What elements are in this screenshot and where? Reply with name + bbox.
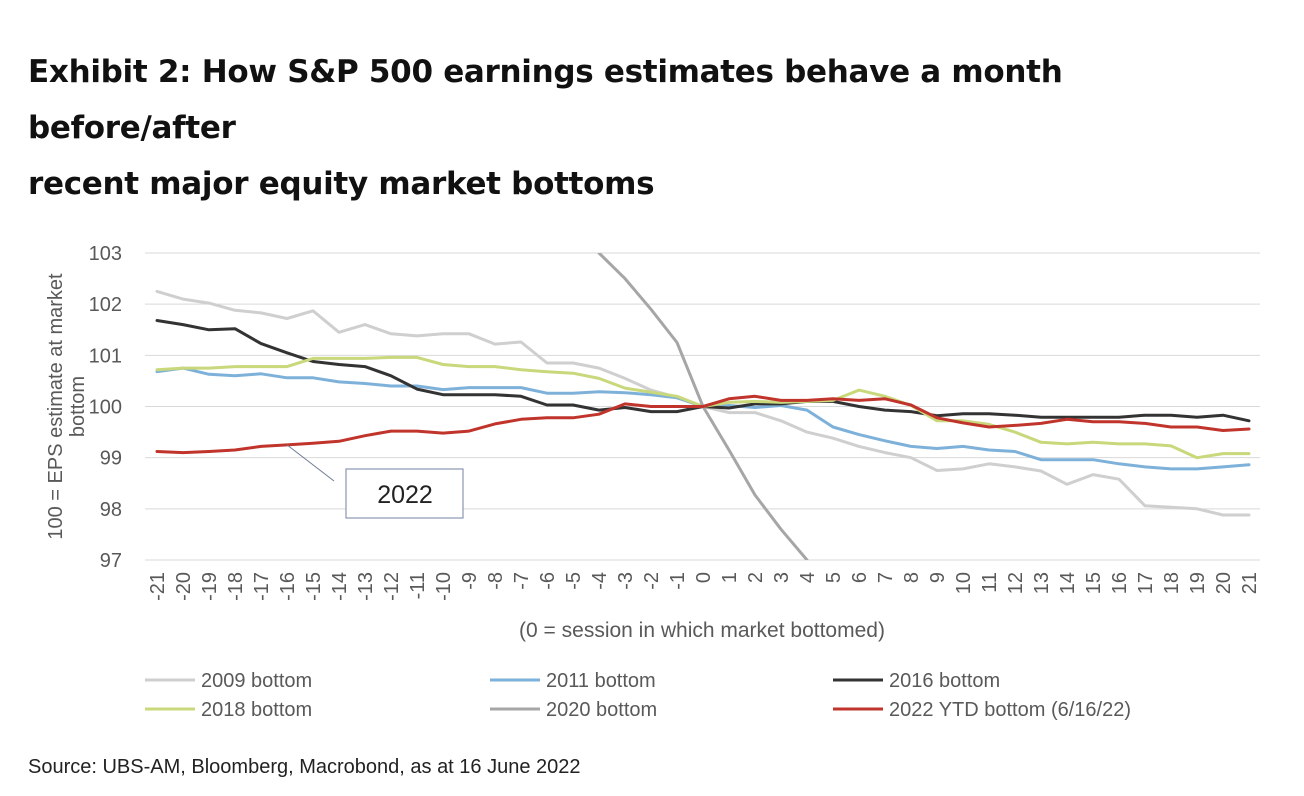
- series-line-2022: [155, 394, 1251, 455]
- x-tick-label: -8: [485, 572, 507, 590]
- chart-title: Exhibit 2: How S&P 500 earnings estimate…: [28, 44, 1278, 212]
- x-tick-label: 10: [953, 572, 975, 594]
- x-tick-label: 17: [1135, 572, 1157, 594]
- x-tick-label: 19: [1187, 572, 1209, 594]
- x-tick-label: -14: [329, 572, 351, 601]
- series-lines: [155, 253, 1251, 560]
- y-tick-label: 101: [89, 345, 122, 367]
- x-tick-label: -11: [407, 572, 429, 599]
- x-tick-label: -20: [173, 572, 195, 601]
- x-tick-label: 11: [979, 572, 1001, 593]
- x-tick-label: -9: [459, 572, 481, 590]
- y-tick-label: 99: [100, 448, 122, 470]
- x-tick-label: -6: [537, 572, 559, 590]
- x-tick-label: -5: [563, 572, 585, 590]
- chart-title-line-1: Exhibit 2: How S&P 500 earnings estimate…: [28, 54, 1063, 146]
- chart-title-line-2: recent major equity market bottoms: [28, 166, 655, 202]
- x-tick-label: 15: [1083, 572, 1105, 594]
- x-tick-label: 6: [849, 572, 871, 583]
- x-tick-label: -10: [433, 572, 455, 601]
- x-tick-label: 0: [693, 572, 715, 583]
- legend-label: 2016 bottom: [889, 670, 1000, 692]
- x-tick-label: 16: [1109, 572, 1131, 594]
- x-tick-label: -18: [225, 572, 247, 601]
- x-tick-label: 2: [745, 572, 767, 583]
- y-axis-title: 100 = EPS estimate at marketbottom: [45, 273, 89, 540]
- legend-label: 2020 bottom: [546, 699, 657, 721]
- x-tick-label: -1: [667, 572, 689, 590]
- x-tick-label: 3: [771, 572, 793, 583]
- legend-label: 2022 YTD bottom (6/16/22): [889, 699, 1131, 721]
- source-note: Source: UBS-AM, Bloomberg, Macrobond, as…: [28, 756, 581, 778]
- x-tick-label: -19: [199, 572, 221, 601]
- annotation-leader-line: [286, 444, 335, 482]
- x-tick-label: 14: [1057, 572, 1079, 594]
- y-axis-title-line-1: 100 = EPS estimate at market: [45, 273, 67, 540]
- annotation-box: [345, 468, 464, 519]
- x-tick-label: -15: [303, 572, 325, 601]
- x-tick-label: -4: [589, 572, 611, 590]
- x-tick-label: 1: [719, 572, 741, 583]
- y-axis: 103 102 101 100 99 98 97 100 = EPS estimate at …: [45, 243, 122, 572]
- x-tick-label: 8: [901, 572, 923, 583]
- annotation: 2022: [286, 444, 464, 519]
- y-tick-label: 100: [89, 397, 122, 419]
- x-tick-label: -21: [147, 572, 169, 601]
- x-tick-label: 13: [1031, 572, 1053, 594]
- y-tick-label: 103: [89, 243, 122, 265]
- x-tick-label: 21: [1239, 572, 1261, 594]
- x-tick-label: -2: [641, 572, 663, 590]
- x-tick-label: -3: [615, 572, 637, 590]
- y-tick-label: 98: [100, 499, 122, 521]
- x-tick-label: 7: [875, 572, 897, 583]
- x-tick-label: -7: [511, 572, 533, 590]
- y-tick-label: 97: [100, 550, 122, 572]
- legend: 2009 bottom 2011 bottom 2016 bottom 2018 bo…: [145, 670, 1131, 721]
- x-tick-label: 4: [797, 572, 819, 583]
- x-tick-label: 12: [1005, 572, 1027, 594]
- y-tick-label: 102: [89, 294, 122, 316]
- legend-label: 2018 bottom: [201, 699, 312, 721]
- annotation-label: 2022: [377, 481, 433, 509]
- x-axis-title: (0 = session in which market bottomed): [519, 619, 885, 642]
- legend-label: 2009 bottom: [201, 670, 312, 692]
- x-tick-label: 18: [1161, 572, 1183, 594]
- x-axis: -21 -20 -19 -18 -17 -16 -15 -14 -13 -12 -11 -10 -9 -8…: [147, 572, 1261, 642]
- x-tick-label: -17: [251, 572, 273, 601]
- x-tick-label: 20: [1213, 572, 1235, 594]
- x-tick-label: -16: [277, 572, 299, 601]
- x-tick-label: -13: [355, 572, 377, 601]
- y-axis-title-line-2: bottom: [67, 376, 89, 437]
- x-tick-label: 5: [823, 572, 845, 583]
- legend-label: 2011 bottom: [546, 670, 656, 692]
- x-tick-label: 9: [927, 572, 949, 583]
- x-tick-label: -12: [381, 572, 403, 601]
